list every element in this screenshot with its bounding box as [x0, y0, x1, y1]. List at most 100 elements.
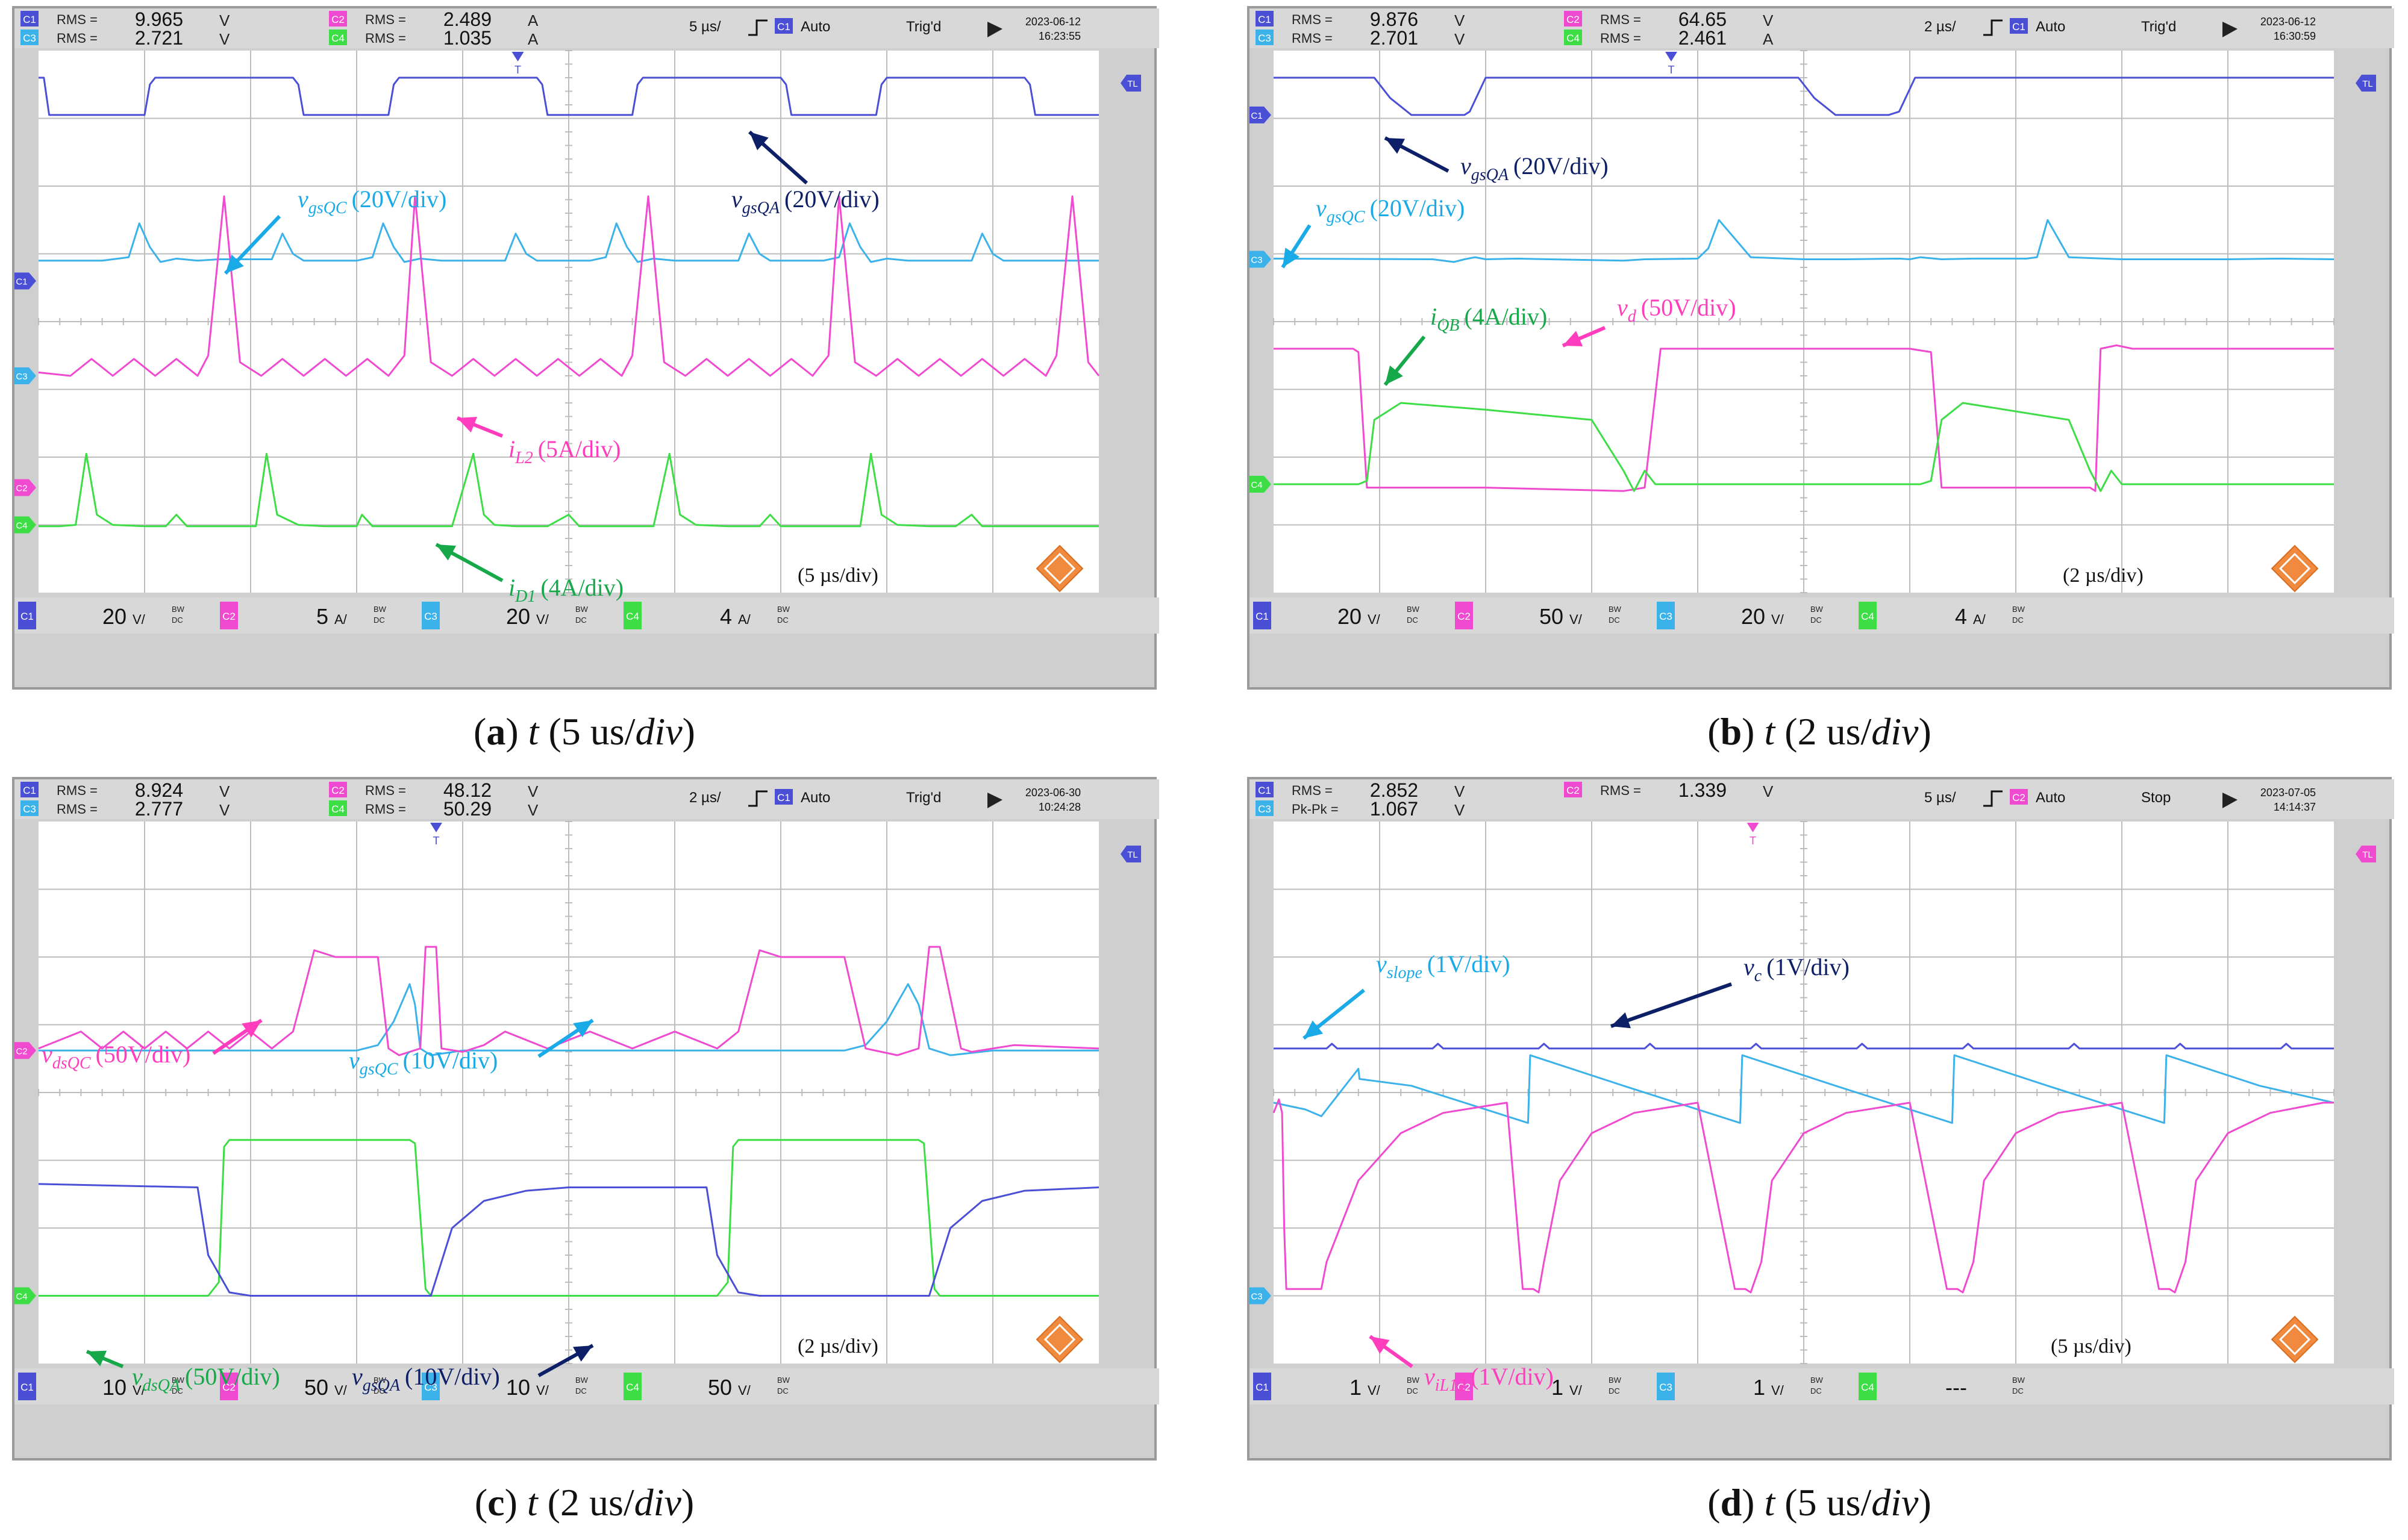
- footer-bw: BW: [172, 605, 185, 614]
- annotation-arrowhead: [225, 254, 244, 273]
- footer-scale-unit: V/: [536, 1383, 549, 1398]
- footer-channel-label: C1: [20, 611, 34, 622]
- channel-badge: [1256, 782, 1274, 797]
- trigger-edge-icon: [748, 19, 768, 36]
- footer-scale-value: 20: [102, 604, 127, 629]
- measure-unit: V: [1454, 11, 1465, 30]
- caption-letter: d: [1720, 1481, 1742, 1524]
- footer-channel-label: C3: [424, 611, 437, 622]
- measure-value: 48.12: [443, 779, 492, 801]
- channel-badge-label: C2: [1566, 785, 1580, 796]
- timebase: 5 µs/: [1924, 790, 1956, 806]
- annotation-vgsQA: vgsQA (10V/div): [352, 1363, 500, 1395]
- annotation-arrowhead: [1611, 1012, 1631, 1029]
- footer-scale-value: ---: [1945, 1375, 1967, 1400]
- annotation-arrowhead: [1385, 365, 1403, 385]
- footer-coupling: DC: [1609, 616, 1620, 625]
- footer-channel-label: C4: [626, 611, 639, 622]
- annotation-scale: (50V/div): [185, 1363, 280, 1390]
- annotation-subscript: gsQC: [308, 199, 347, 217]
- oscilloscope-screen-c: C1 RMS = 8.924 V C2 RMS = 48.12 V C3 RMS = 2.777 V C…: [12, 777, 1159, 1461]
- annotation-symbol: v: [352, 1363, 363, 1390]
- footer-coupling: DC: [777, 616, 789, 625]
- footer-coupling: DC: [575, 1386, 587, 1395]
- caption-value: 2 us/: [1797, 710, 1872, 753]
- channel-badge: [20, 30, 39, 45]
- footer-channel-badge: [1253, 1373, 1271, 1400]
- footer-channel-badge: [422, 1373, 440, 1400]
- footer-bg: [14, 1368, 1159, 1404]
- measure-value: 1.035: [443, 27, 492, 49]
- trace-vslope: [1273, 1054, 2335, 1124]
- annotation-symbol: i: [1430, 303, 1437, 330]
- annotation-scale: (10V/div): [403, 1047, 498, 1074]
- footer-channel-badge: [1657, 602, 1675, 629]
- annotation-vdsQA: vdsQA (50V/div): [132, 1363, 280, 1395]
- footer-scale-unit: V/: [536, 612, 549, 627]
- acquisition-state: Trig'd: [906, 790, 941, 806]
- trigger-channel-badge: [775, 18, 793, 34]
- footer-bw: BW: [777, 605, 790, 614]
- annotation-subscript: gsQA: [742, 199, 780, 217]
- channel-offset-label: C1: [16, 277, 27, 287]
- channel-offset-label: C3: [1251, 1292, 1262, 1302]
- trigger-position-label: T: [1750, 835, 1756, 847]
- rs-logo-inner: [1043, 1323, 1076, 1356]
- trigger-channel-badge: [775, 789, 793, 805]
- trace-iL2: [38, 195, 1100, 377]
- rs-logo-inner: [2278, 1323, 2311, 1356]
- trigger-edge-icon: [1983, 790, 2003, 807]
- measure-label: Pk-Pk =: [1292, 802, 1339, 817]
- caption-letter: c: [487, 1481, 505, 1524]
- time: 16:23:55: [1039, 30, 1081, 42]
- annotation-iL2: iL2 (5A/div): [508, 435, 621, 467]
- footer-scale-value: 50: [708, 1375, 732, 1400]
- footer-channel-label: C1: [1256, 611, 1269, 622]
- channel-offset-label: C4: [16, 521, 27, 531]
- channel-badge-label: C1: [1258, 785, 1271, 796]
- caption-b: (b) t (2 us/div): [1707, 710, 1931, 753]
- footer-bw: BW: [1609, 1376, 1622, 1385]
- acquisition-state: Stop: [2141, 790, 2171, 806]
- rs-logo-icon: [2271, 1315, 2319, 1364]
- header-bg: [1249, 779, 2394, 819]
- annotation-symbol: v: [1460, 152, 1471, 179]
- scope-header: C1 RMS = 2.852 V C2 RMS = 1.339 V C3 Pk-Pk = 1.067…: [1249, 779, 2394, 820]
- footer-scale-unit: V/: [1368, 612, 1381, 627]
- footer-channel-badge: [1455, 602, 1473, 629]
- trigger-channel: C1: [777, 21, 790, 33]
- header-bg: [1249, 8, 2394, 48]
- footer-channel-badge: [220, 602, 238, 629]
- save-icon: [987, 793, 1002, 808]
- annotation-iD1: iD1 (4A/div): [508, 574, 624, 606]
- measure-unit: V: [1454, 30, 1465, 48]
- trace-iQB: [1274, 402, 2334, 492]
- caption-letter: a: [486, 710, 506, 753]
- footer-scale-value: 20: [1337, 604, 1362, 629]
- trigger-level-marker: [2356, 846, 2376, 862]
- trigger-level-label: TL: [1127, 79, 1138, 89]
- annotation-arrowhead: [572, 1345, 593, 1362]
- footer-scale-value: 10: [506, 1375, 530, 1400]
- annotation-arrowhead: [1283, 248, 1299, 267]
- footer-bw: BW: [2012, 1376, 2025, 1385]
- footer-channel-badge: [220, 1373, 238, 1400]
- acquisition-state: Trig'd: [906, 19, 941, 35]
- footer-channel-label: C2: [222, 611, 236, 622]
- channel-badge: [1256, 30, 1274, 45]
- footer-channel-label: C3: [1659, 611, 1672, 622]
- annotation-viL12: viL12 (1V/div): [1424, 1363, 1554, 1395]
- annotation-vd: vd (50V/div): [1617, 294, 1736, 326]
- time: 16:30:59: [2274, 30, 2316, 42]
- time-per-div-note: (2 µs/div): [2063, 564, 2144, 587]
- trigger-level-marker: [1121, 846, 1141, 862]
- measure-label: RMS =: [57, 783, 98, 798]
- channel-badge: [20, 782, 39, 797]
- channel-offset-label: C2: [16, 1046, 27, 1056]
- channel-offset-marker: [14, 479, 36, 496]
- annotation-subscript: gsQC: [1327, 208, 1365, 226]
- footer-channel-badge: [624, 1373, 642, 1400]
- save-icon: [2222, 22, 2238, 37]
- footer-bw: BW: [777, 1376, 790, 1385]
- footer-scale-value: 4: [1955, 604, 1967, 629]
